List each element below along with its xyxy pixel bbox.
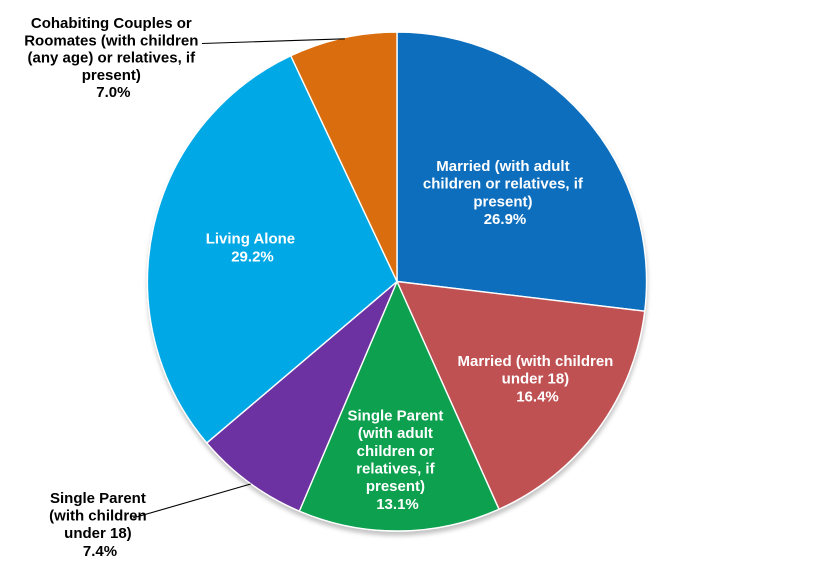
svg-text:Married (with children under 1: Married (with children under 18) 16.4% bbox=[457, 353, 617, 405]
svg-text:Single Parent (with adult chil: Single Parent (with adult children or re… bbox=[347, 407, 447, 513]
svg-text:Living Alone 29.2%: Living Alone 29.2% bbox=[206, 231, 300, 266]
svg-text:Single Parent (with children u: Single Parent (with children under 18) 7… bbox=[49, 490, 151, 560]
svg-text:Cohabiting Couples or Roomates: Cohabiting Couples or Roomates (with chi… bbox=[24, 15, 202, 101]
svg-text:Married (with adult children o: Married (with adult children or relative… bbox=[423, 158, 587, 228]
